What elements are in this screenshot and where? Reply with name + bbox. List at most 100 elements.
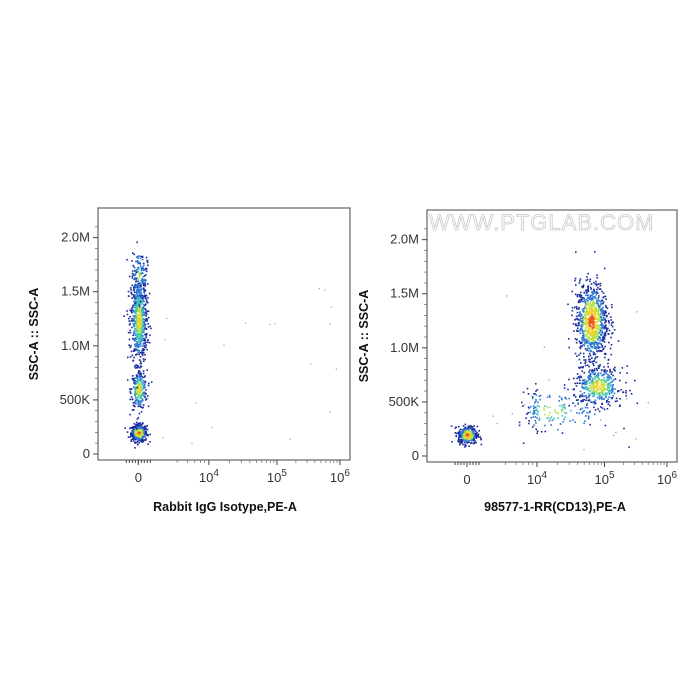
data-point xyxy=(603,376,606,379)
x-tick-exponent: 6 xyxy=(344,468,350,479)
data-point xyxy=(142,284,145,287)
data-point xyxy=(533,393,535,395)
data-point xyxy=(131,317,133,320)
data-point xyxy=(564,406,566,408)
data-point xyxy=(577,314,580,317)
data-point xyxy=(143,340,146,342)
data-point xyxy=(141,354,144,357)
data-point xyxy=(580,300,583,302)
data-point xyxy=(593,395,595,397)
data-point xyxy=(598,391,601,394)
data-point xyxy=(132,323,135,325)
data-point xyxy=(582,321,584,324)
data-point xyxy=(145,267,147,270)
data-point xyxy=(595,318,597,320)
data-point xyxy=(593,352,595,354)
data-point xyxy=(590,345,592,348)
data-point xyxy=(583,356,585,358)
data-point xyxy=(143,376,146,378)
data-point xyxy=(138,431,141,434)
data-point xyxy=(138,296,141,299)
data-point xyxy=(587,345,589,347)
data-point xyxy=(140,351,142,354)
data-point xyxy=(141,330,144,332)
data-point xyxy=(589,354,592,357)
data-point xyxy=(606,370,608,372)
data-point xyxy=(136,307,138,310)
data-point xyxy=(592,304,595,306)
data-point xyxy=(595,386,597,389)
data-point xyxy=(582,343,585,346)
data-point xyxy=(584,348,587,350)
data-point xyxy=(144,386,146,389)
data-point xyxy=(532,426,534,428)
data-point xyxy=(543,409,546,411)
data-point xyxy=(595,342,598,345)
data-point xyxy=(588,337,591,340)
data-point xyxy=(147,316,150,319)
data-point xyxy=(593,321,596,324)
data-point xyxy=(467,434,469,437)
data-point xyxy=(591,327,594,330)
data-point xyxy=(137,328,139,331)
data-point xyxy=(131,284,134,287)
data-point xyxy=(596,277,598,279)
data-point xyxy=(145,346,147,348)
data-point xyxy=(558,400,560,402)
data-point xyxy=(602,326,604,329)
data-point xyxy=(594,340,596,343)
data-point xyxy=(563,384,566,386)
data-point xyxy=(139,300,142,303)
data-point xyxy=(594,389,596,392)
data-point xyxy=(587,340,590,343)
data-point xyxy=(588,310,591,312)
data-point xyxy=(146,310,148,313)
data-point xyxy=(140,423,143,426)
data-point xyxy=(141,388,143,391)
data-point xyxy=(568,397,570,400)
x-tick-exponent: 5 xyxy=(281,468,287,479)
data-point xyxy=(147,384,150,387)
data-point xyxy=(591,339,594,341)
data-point xyxy=(595,294,597,296)
data-point xyxy=(133,266,136,269)
data-point xyxy=(595,376,597,379)
data-point xyxy=(133,274,135,277)
data-point xyxy=(137,311,140,313)
data-point xyxy=(136,423,139,425)
data-point xyxy=(138,308,140,310)
data-point xyxy=(613,434,615,437)
x-tick-exponent: 6 xyxy=(671,470,677,481)
data-point xyxy=(134,277,136,279)
data-point xyxy=(602,374,604,376)
data-point xyxy=(609,404,611,407)
data-point xyxy=(139,333,142,335)
data-point xyxy=(144,288,146,291)
data-point xyxy=(603,338,606,340)
data-point xyxy=(592,371,594,373)
data-point xyxy=(602,310,604,312)
data-point xyxy=(140,386,142,389)
data-point xyxy=(582,316,584,318)
data-point xyxy=(145,274,147,276)
data-point xyxy=(469,427,472,429)
data-point xyxy=(133,423,136,425)
data-point xyxy=(586,387,588,389)
data-point xyxy=(603,398,605,400)
data-point xyxy=(139,342,142,345)
data-point xyxy=(595,327,597,329)
data-point xyxy=(473,438,475,440)
data-point xyxy=(608,393,611,395)
data-point xyxy=(586,276,588,278)
data-point xyxy=(593,390,595,393)
data-point xyxy=(581,393,584,395)
data-point xyxy=(593,337,596,339)
data-point xyxy=(591,346,593,349)
data-point xyxy=(139,424,141,427)
data-point xyxy=(579,329,581,331)
data-point xyxy=(134,285,136,287)
data-point xyxy=(140,285,142,287)
data-point xyxy=(603,379,605,382)
data-point xyxy=(607,383,609,385)
